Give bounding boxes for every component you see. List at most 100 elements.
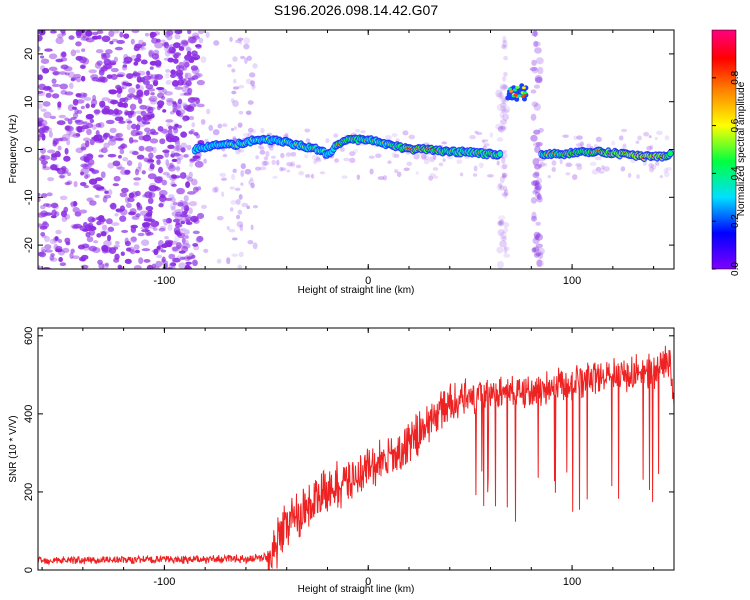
blob-core <box>520 94 525 98</box>
noise-cell <box>159 138 166 145</box>
noise-cell <box>313 159 318 165</box>
noise-cell <box>145 105 152 112</box>
noise-cell <box>125 247 132 252</box>
noise-cell <box>57 249 65 256</box>
noise-cell <box>98 76 106 82</box>
noise-cell <box>664 135 670 141</box>
noise-cell <box>114 213 119 217</box>
noise-cell <box>149 138 159 144</box>
noise-cell <box>498 220 504 226</box>
spectrogram-ytick-label: 20 <box>23 48 35 60</box>
noise-cell <box>133 181 140 186</box>
noise-cell <box>659 175 664 179</box>
noise-cell <box>39 119 48 127</box>
noise-cell <box>174 223 183 228</box>
noise-cell <box>109 202 117 210</box>
noise-cell <box>91 35 100 40</box>
noise-cell <box>115 163 123 170</box>
noise-cell <box>172 257 181 263</box>
noise-cell <box>167 48 176 55</box>
noise-cell <box>168 125 173 130</box>
noise-cell <box>116 92 122 98</box>
noise-cell <box>158 227 166 232</box>
noise-cell <box>497 182 503 189</box>
noise-cell <box>503 246 510 251</box>
noise-cell <box>38 103 43 109</box>
noise-cell <box>535 233 544 241</box>
noise-cell <box>285 152 292 157</box>
noise-cell <box>235 199 241 205</box>
noise-cell <box>169 111 175 115</box>
noise-cell <box>160 39 166 43</box>
noise-cell <box>622 143 627 149</box>
noise-cell <box>500 95 507 103</box>
noise-cell <box>48 66 58 71</box>
noise-cell <box>160 249 167 253</box>
noise-cell <box>40 108 47 112</box>
noise-cell <box>149 31 155 39</box>
noise-cell <box>171 258 176 263</box>
noise-cell <box>595 136 602 143</box>
noise-cell <box>663 168 669 173</box>
noise-cell <box>482 145 487 150</box>
noise-cell <box>115 132 123 138</box>
noise-cell <box>181 81 188 86</box>
noise-cell <box>403 167 410 172</box>
noise-cell <box>166 45 173 51</box>
noise-cell <box>75 133 81 137</box>
noise-cell <box>75 93 82 98</box>
noise-cell <box>66 130 72 136</box>
noise-cell <box>92 184 100 189</box>
noise-cell <box>184 205 190 212</box>
noise-cell <box>64 181 71 186</box>
noise-cell <box>186 51 192 57</box>
noise-cell <box>221 191 225 197</box>
snr-ylabel: SNR (10 * V/V) <box>8 415 19 482</box>
noise-cell <box>212 129 220 136</box>
noise-cell <box>230 127 235 132</box>
noise-cell <box>134 168 140 176</box>
noise-cell <box>188 207 193 215</box>
noise-cell <box>80 36 90 41</box>
noise-cell <box>175 242 182 249</box>
noise-cell <box>534 181 539 190</box>
noise-cell <box>429 156 435 163</box>
noise-cell <box>48 131 53 138</box>
noise-cell <box>181 206 188 210</box>
noise-cell <box>475 131 483 136</box>
noise-cell <box>165 217 172 224</box>
noise-cell <box>76 93 84 99</box>
noise-cell <box>284 132 289 137</box>
noise-cell <box>535 141 543 147</box>
noise-cell <box>272 175 278 179</box>
noise-cell <box>173 42 181 49</box>
noise-cell <box>52 236 60 243</box>
noise-cell <box>115 133 120 138</box>
noise-cell <box>246 205 251 210</box>
noise-cell <box>115 208 121 212</box>
noise-cell <box>375 153 382 158</box>
noise-cell <box>536 177 543 184</box>
noise-cell <box>393 153 400 158</box>
noise-cell <box>246 55 252 61</box>
noise-cell <box>72 98 79 106</box>
noise-cell <box>185 105 195 112</box>
noise-cell <box>432 167 439 171</box>
noise-cell <box>500 85 509 90</box>
noise-cell <box>316 156 321 161</box>
noise-cell <box>594 156 602 161</box>
noise-cell <box>173 126 179 134</box>
noise-cell <box>38 135 41 142</box>
noise-cell <box>104 63 113 70</box>
noise-cell <box>245 110 252 116</box>
noise-cell <box>133 61 139 66</box>
noise-cell <box>195 44 202 49</box>
noise-cell <box>536 193 542 200</box>
noise-cell <box>343 157 350 162</box>
noise-cell <box>185 47 192 52</box>
noise-cell <box>140 59 148 65</box>
noise-cell <box>547 175 552 179</box>
noise-cell <box>394 169 399 174</box>
noise-cell <box>178 250 186 254</box>
noise-cell <box>174 86 183 90</box>
